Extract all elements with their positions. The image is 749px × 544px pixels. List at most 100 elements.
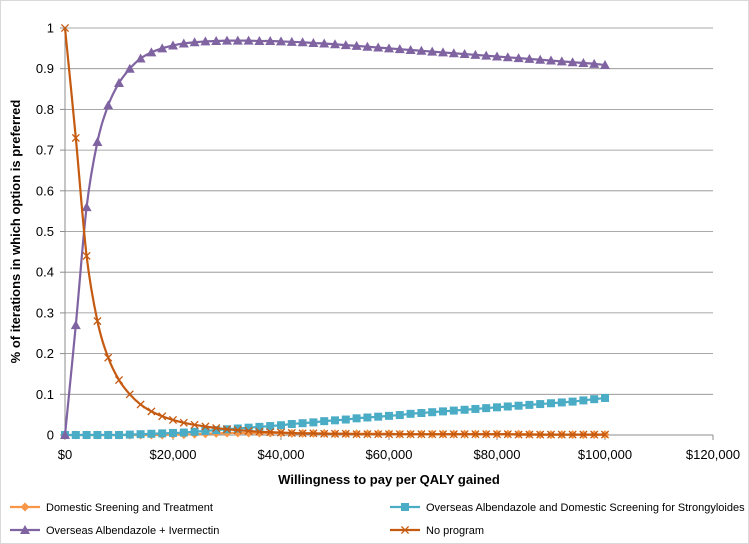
data-point xyxy=(438,430,448,439)
x-marker-stroke xyxy=(384,430,394,439)
data-point xyxy=(471,404,480,413)
data-point xyxy=(416,45,427,55)
x-marker-stroke xyxy=(287,428,296,438)
series-overseas-albendazole-ivermectin xyxy=(60,35,610,439)
legend-item: Domestic Sreening and Treatment xyxy=(10,502,213,514)
axes xyxy=(60,27,714,440)
data-point xyxy=(309,429,318,438)
data-point xyxy=(254,36,265,46)
x-marker-stroke xyxy=(579,430,588,439)
series-line xyxy=(63,39,606,436)
data-point xyxy=(244,426,253,435)
data-point xyxy=(460,405,469,414)
data-point xyxy=(524,53,535,63)
x-marker-stroke xyxy=(600,430,610,439)
data-point xyxy=(395,411,404,420)
legend-item: No program xyxy=(390,525,484,537)
data-point xyxy=(298,429,307,438)
x-marker-stroke xyxy=(471,430,480,439)
data-point xyxy=(287,428,296,438)
data-point xyxy=(459,49,470,59)
data-point xyxy=(276,428,286,437)
x-marker-stroke xyxy=(244,426,253,435)
data-point xyxy=(158,412,167,421)
data-point xyxy=(590,430,599,439)
data-point xyxy=(482,404,491,413)
data-point xyxy=(352,430,361,439)
data-point xyxy=(492,430,502,439)
data-point xyxy=(395,430,404,439)
data-point xyxy=(363,430,372,439)
y-tick-label: 0.4 xyxy=(36,265,54,280)
x-marker-stroke xyxy=(341,429,350,438)
data-point xyxy=(579,430,588,439)
data-point xyxy=(557,398,566,407)
data-point xyxy=(471,430,480,439)
x-marker-stroke xyxy=(514,430,523,439)
x-marker-stroke xyxy=(482,430,491,439)
data-point xyxy=(514,401,523,410)
data-point xyxy=(255,427,264,436)
data-point xyxy=(351,40,362,50)
data-point xyxy=(320,417,329,426)
x-marker-stroke xyxy=(222,425,232,434)
data-point xyxy=(535,54,546,64)
data-point xyxy=(104,431,113,439)
data-point xyxy=(428,408,437,417)
x-marker-stroke xyxy=(546,430,556,439)
y-tick-label: 0.7 xyxy=(36,143,54,158)
data-point xyxy=(114,375,124,385)
data-point xyxy=(81,202,92,212)
data-point xyxy=(331,416,339,425)
data-point xyxy=(168,415,178,425)
data-point xyxy=(82,251,91,260)
data-point xyxy=(600,60,610,70)
data-point xyxy=(600,430,610,439)
data-point xyxy=(265,36,276,46)
x-tick-label: $60,000 xyxy=(366,447,413,462)
legend-label: No program xyxy=(426,525,484,537)
data-point xyxy=(93,316,102,326)
data-point xyxy=(71,431,80,439)
data-point xyxy=(481,50,492,60)
data-point xyxy=(492,51,502,61)
data-point xyxy=(147,407,156,416)
data-point xyxy=(428,430,437,439)
gridlines xyxy=(65,27,713,395)
y-tick-label: 0.1 xyxy=(36,387,54,402)
data-point xyxy=(135,53,146,63)
data-point xyxy=(601,393,609,402)
y-tick-label: 0.6 xyxy=(36,183,54,198)
data-point xyxy=(341,429,350,438)
data-point xyxy=(169,428,177,437)
data-point xyxy=(266,422,275,431)
x-marker-stroke xyxy=(60,23,70,33)
data-point xyxy=(190,420,199,429)
data-point xyxy=(578,58,589,68)
data-point xyxy=(427,46,438,56)
data-point xyxy=(190,427,199,436)
x-marker-stroke xyxy=(104,353,113,362)
plot-area xyxy=(60,23,610,440)
x-marker-stroke xyxy=(201,422,210,431)
y-tick-label: 0 xyxy=(47,428,54,443)
data-point xyxy=(286,36,297,46)
x-marker-stroke xyxy=(158,412,167,421)
x-marker-stroke xyxy=(190,420,199,429)
data-point xyxy=(70,320,81,330)
data-point xyxy=(503,402,512,411)
data-point xyxy=(309,418,318,427)
data-point xyxy=(363,413,372,422)
data-point xyxy=(222,35,232,45)
data-point xyxy=(502,52,513,62)
data-point xyxy=(352,414,361,423)
data-point xyxy=(417,430,426,439)
series-overseas-albendazole-and-domestic-screening-for-strongyloides xyxy=(61,393,609,439)
x-marker-stroke xyxy=(525,430,534,439)
data-point xyxy=(341,415,350,424)
legend-label: Overseas Albendazole + Ivermectin xyxy=(46,525,219,537)
x-marker-stroke xyxy=(395,430,404,439)
data-point xyxy=(448,48,459,58)
data-point xyxy=(266,428,275,437)
data-point xyxy=(589,58,600,68)
